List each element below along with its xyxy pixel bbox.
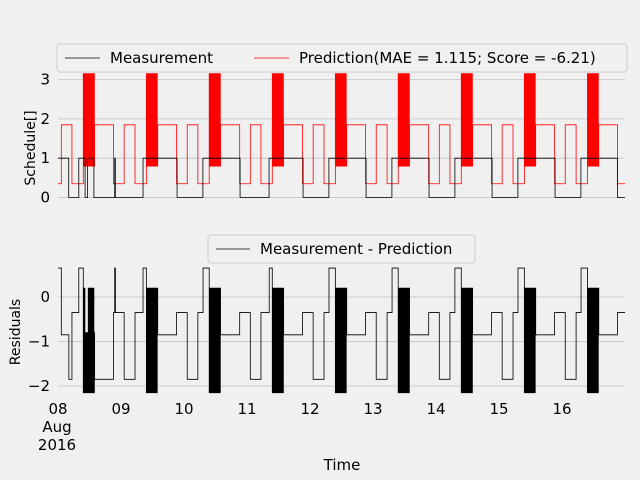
bottom-legend-box	[207, 234, 476, 264]
top-y-tick-label: 2	[40, 110, 50, 128]
x-tick-year: 2016	[38, 436, 76, 454]
x-tick-label: 09	[111, 400, 130, 418]
prediction-line	[58, 73, 625, 185]
bottom-y-tick-label: −2	[28, 377, 50, 395]
bottom-panel: −2 −1 0 Residuals Measurement - Prediction…	[8, 234, 625, 474]
x-tick-label: 13	[363, 400, 382, 418]
x-tick-label: 14	[426, 400, 445, 418]
legend-label-measurement: Measurement	[110, 49, 213, 67]
bottom-legend: Measurement - Prediction	[207, 234, 476, 264]
residual-line	[58, 267, 625, 394]
top-y-ticks: 0 1 2 3	[40, 71, 50, 207]
x-tick-label: 15	[489, 400, 508, 418]
bottom-y-ticks: −2 −1 0	[28, 288, 50, 395]
top-y-tick-label: 0	[40, 189, 50, 207]
top-series	[58, 73, 625, 198]
top-legend-box	[56, 43, 628, 73]
x-tick-label: 08	[48, 400, 67, 418]
bottom-y-axis-label: Residuals	[8, 299, 24, 365]
legend-label-prediction: Prediction(MAE = 1.115; Score = -6.21)	[299, 49, 596, 67]
top-y-tick-label: 3	[40, 71, 50, 89]
top-y-tick-label: 1	[40, 149, 50, 167]
x-ticks: 08 09 10 11 12 13 14 15 16	[48, 400, 571, 418]
x-tick-label: 11	[237, 400, 256, 418]
bottom-series	[58, 267, 625, 394]
x-tick-label: 10	[174, 400, 193, 418]
top-panel: 0 1 2 3 Schedule[] Measurement Prediction(M…	[23, 43, 628, 207]
bottom-y-tick-label: 0	[40, 288, 50, 306]
top-y-axis-label: Schedule[]	[23, 110, 39, 185]
bottom-y-tick-label: −1	[28, 333, 50, 351]
x-axis-label: Time	[323, 456, 361, 474]
measurement-line	[58, 157, 625, 198]
x-tick-month: Aug	[42, 418, 71, 436]
x-tick-label: 16	[552, 400, 571, 418]
x-tick-label: 12	[300, 400, 319, 418]
top-legend: Measurement Prediction(MAE = 1.115; Scor…	[56, 43, 628, 73]
legend-label-residual: Measurement - Prediction	[260, 240, 452, 258]
